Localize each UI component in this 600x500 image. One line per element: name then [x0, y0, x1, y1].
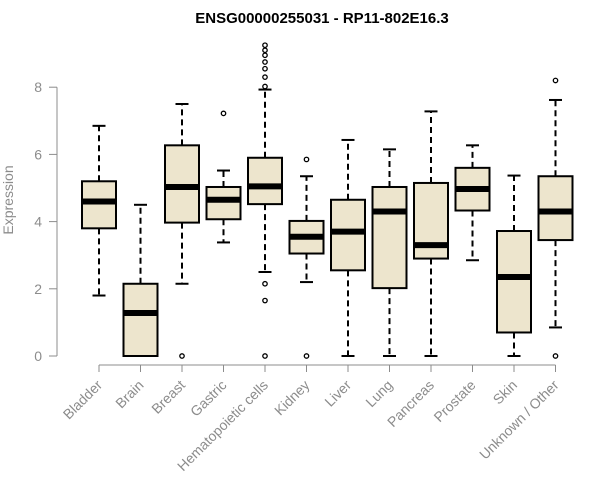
y-tick-label: 0 [34, 348, 42, 364]
x-tick-label: Skin [490, 377, 521, 408]
box-kidney [288, 156, 325, 359]
outlier-point [262, 42, 268, 49]
outlier-point [262, 83, 268, 90]
box-prostate [454, 144, 491, 262]
y-tick-label: 6 [34, 146, 42, 162]
x-tick-label: Bladder [60, 377, 106, 423]
x-tick-label: Lung [362, 377, 395, 410]
box-pancreas [413, 110, 449, 357]
outlier-point [262, 74, 268, 80]
y-tick-label: 8 [34, 79, 42, 95]
outlier-point [552, 353, 559, 359]
x-tick-label: Prostate [430, 377, 478, 425]
box-gastric [205, 110, 242, 244]
iqr-box [164, 144, 200, 224]
box-brain [122, 203, 159, 358]
box-skin [496, 174, 532, 357]
x-tick-label: Liver [321, 377, 354, 410]
y-tick-label: 2 [34, 281, 42, 297]
outlier-point [262, 297, 268, 304]
x-tick-label: Brain [112, 377, 146, 411]
iqr-box [537, 175, 574, 242]
box-breast [164, 103, 200, 359]
iqr-box [496, 230, 532, 334]
iqr-box [205, 185, 242, 221]
iqr-box [122, 282, 159, 358]
outlier-point [262, 59, 268, 65]
box-unknown-other [537, 77, 574, 359]
y-axis: 0 2 4 6 8 [34, 79, 58, 364]
iqr-box [81, 180, 117, 230]
box-liver [330, 138, 366, 357]
outlier-point [303, 353, 310, 359]
outlier-point [262, 52, 268, 59]
y-axis-label: Expression [0, 165, 16, 234]
outlier-point [262, 353, 268, 359]
iqr-box [371, 185, 408, 290]
iqr-box [330, 198, 366, 272]
chart-title: ENSG00000255031 - RP11-802E16.3 [195, 10, 449, 27]
outlier-point [262, 47, 268, 54]
outlier-point [262, 280, 268, 287]
box-series [81, 42, 574, 359]
outlier-point [303, 156, 310, 163]
box-hematopoietic-cells [247, 42, 283, 359]
outlier-point [262, 65, 268, 72]
x-tick-label: Breast [148, 377, 188, 417]
outlier-point [220, 110, 227, 117]
iqr-box [247, 156, 283, 206]
outlier-point [552, 77, 559, 84]
y-tick-label: 4 [34, 214, 42, 230]
x-tick-label: Unknown / Other [476, 377, 562, 463]
outlier-point [179, 353, 185, 359]
box-bladder [81, 124, 117, 297]
x-tick-label: Kidney [271, 377, 313, 419]
box-lung [371, 148, 408, 357]
